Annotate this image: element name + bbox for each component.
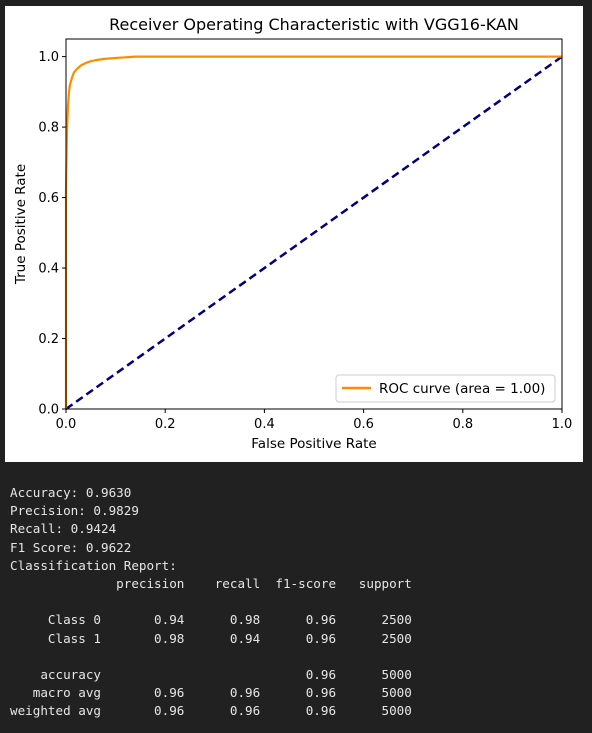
output-line: precision recall f1-score support: [10, 575, 412, 591]
roc-curve-line: [64, 55, 562, 409]
y-tick-label: 0.4: [38, 262, 59, 277]
plot-area: [64, 55, 563, 411]
legend-label-roc: ROC curve (area = 1.00): [379, 381, 545, 397]
output-line: Precision: 0.9829: [10, 503, 139, 519]
output-line: F1 Score: 0.9622: [10, 539, 132, 555]
output-line: weighted avg 0.96 0.96 0.96 5000: [10, 703, 412, 719]
output-line: macro avg 0.96 0.96 0.96 5000: [10, 685, 412, 701]
roc-figure: Receiver Operating Characteristic with V…: [5, 6, 583, 462]
output-line: [10, 648, 586, 666]
legend-box: [335, 374, 556, 403]
output-line: Class 0 0.94 0.98 0.96 2500: [10, 612, 412, 628]
chart-title: Receiver Operating Characteristic with V…: [109, 15, 519, 34]
output-line: accuracy 0.96 5000: [10, 666, 412, 682]
output-line: Class 1 0.98 0.94 0.96 2500: [10, 630, 412, 646]
x-tick-label: 0.4: [254, 417, 275, 432]
y-tick-label: 0.0: [38, 403, 59, 418]
x-tick-label: 0.2: [155, 417, 176, 432]
x-tick-label: 0.8: [452, 417, 473, 432]
y-tick-label: 0.2: [38, 332, 59, 347]
y-tick-label: 0.6: [38, 191, 59, 206]
x-tick-label: 0.6: [353, 417, 374, 432]
y-axis-ticks: 0.0 0.2 0.4 0.6 0.8 1.0: [38, 50, 66, 418]
y-tick-label: 1.0: [38, 50, 59, 65]
x-tick-label: 0.0: [56, 417, 77, 432]
console-output: Accuracy: 0.9630 Precision: 0.9829 Recall:…: [10, 484, 586, 720]
legend: ROC curve (area = 1.00): [335, 374, 556, 403]
roc-chart: Receiver Operating Characteristic with V…: [13, 15, 573, 452]
plot-frame: [65, 38, 563, 410]
x-axis-label: False Positive Rate: [251, 436, 376, 452]
y-tick-label: 0.8: [38, 121, 59, 136]
x-axis-ticks: 0.0 0.2 0.4 0.6 0.8 1.0: [56, 409, 573, 432]
output-line: [10, 593, 586, 611]
y-axis-label: True Positive Rate: [13, 164, 29, 285]
output-line: Recall: 0.9424: [10, 521, 117, 537]
x-tick-label: 1.0: [552, 417, 573, 432]
chance-diagonal-line: [65, 55, 563, 411]
output-line: Classification Report:: [10, 557, 177, 573]
output-line: Accuracy: 0.9630: [10, 485, 132, 500]
